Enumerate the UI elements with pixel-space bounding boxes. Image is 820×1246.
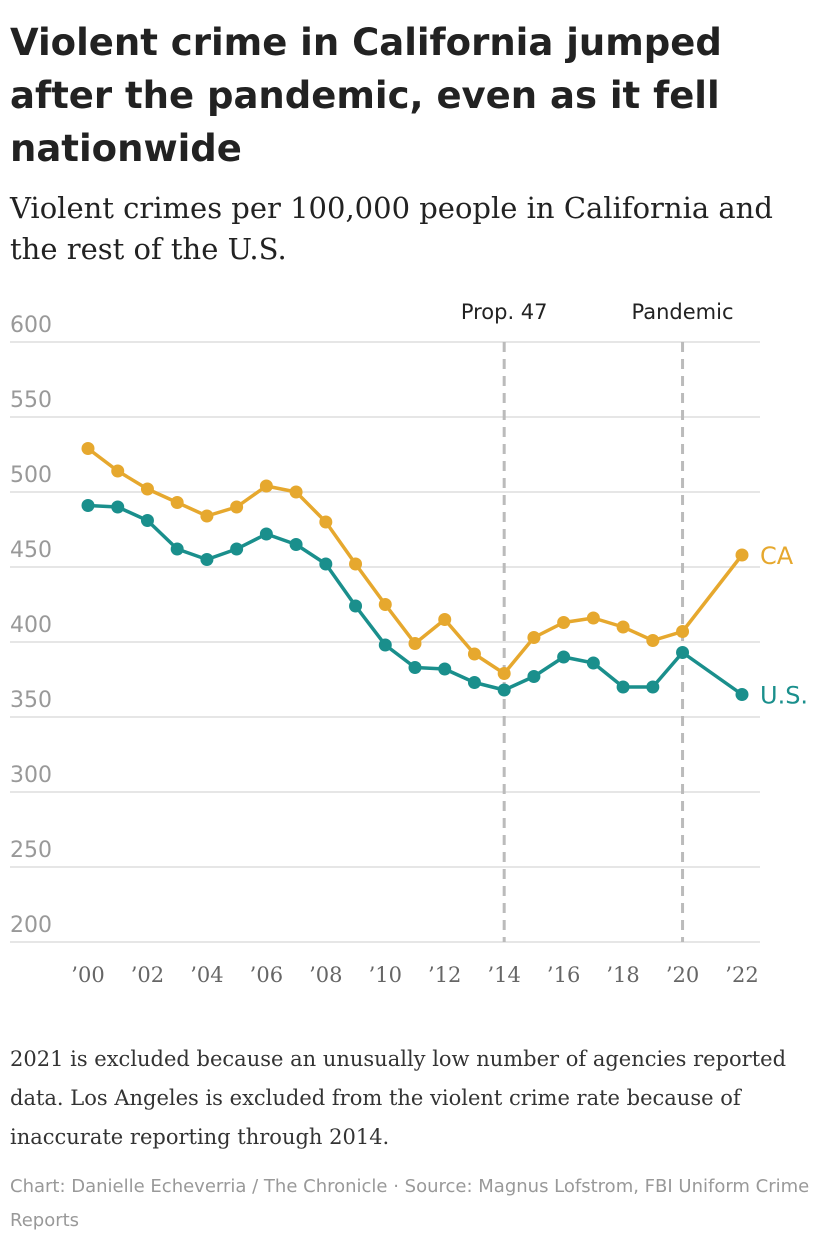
series-line-us bbox=[87, 503, 744, 696]
data-point-ca bbox=[81, 442, 95, 455]
data-point-us bbox=[170, 542, 184, 556]
data-point-ca bbox=[586, 611, 600, 625]
data-point-ca bbox=[319, 515, 333, 529]
y-tick-label: 500 bbox=[10, 463, 52, 488]
x-tick-label: ’20 bbox=[666, 963, 699, 987]
y-tick-label: 450 bbox=[10, 538, 52, 563]
x-tick-label: ’00 bbox=[71, 963, 104, 987]
series-layer bbox=[81, 442, 749, 701]
data-point-us bbox=[319, 557, 333, 571]
annotation-label: Pandemic bbox=[632, 300, 734, 324]
chart-note: 2021 is excluded because an unusually lo… bbox=[10, 1047, 787, 1149]
x-tick-label: ’10 bbox=[369, 963, 402, 987]
data-point-ca bbox=[230, 500, 244, 514]
data-point-us bbox=[408, 661, 422, 674]
y-tick-label: 400 bbox=[10, 613, 52, 638]
chart-title: Violent crime in California jumped after… bbox=[10, 21, 722, 170]
data-point-us bbox=[735, 688, 749, 701]
data-point-ca bbox=[616, 620, 630, 634]
data-point-ca bbox=[408, 637, 422, 650]
y-tick-label: 250 bbox=[10, 838, 52, 863]
data-point-ca bbox=[467, 647, 481, 661]
data-point-us bbox=[289, 538, 303, 551]
chart-subtitle: Violent crimes per 100,000 people in Cal… bbox=[10, 191, 773, 266]
data-point-ca bbox=[140, 482, 154, 496]
y-tick-label: 550 bbox=[10, 388, 52, 413]
data-point-us bbox=[140, 514, 154, 527]
y-tick-label: 300 bbox=[10, 763, 52, 788]
x-tick-label: ’04 bbox=[190, 963, 223, 987]
data-point-us bbox=[349, 599, 363, 613]
x-tick-label: ’12 bbox=[428, 963, 461, 987]
data-point-us bbox=[200, 553, 214, 566]
label-layer: 200 250 300 350 400 450 500 550 600 ’00 ’02 ’04 ’06 ’… bbox=[10, 300, 808, 987]
data-point-ca bbox=[735, 548, 749, 562]
y-tick-label: 600 bbox=[10, 313, 52, 338]
data-point-ca bbox=[170, 496, 184, 509]
x-tick-label: ’14 bbox=[487, 963, 520, 987]
data-point-ca bbox=[378, 598, 392, 611]
data-point-us bbox=[676, 646, 690, 659]
data-point-us bbox=[378, 638, 392, 652]
data-point-us bbox=[438, 662, 452, 676]
x-tick-label: ’18 bbox=[606, 963, 639, 987]
data-point-ca bbox=[200, 509, 214, 523]
x-tick-label: ’16 bbox=[547, 963, 580, 987]
data-point-us bbox=[81, 499, 95, 512]
data-point-ca bbox=[349, 557, 363, 571]
data-point-ca bbox=[676, 625, 690, 638]
x-tick-label: ’06 bbox=[250, 963, 283, 987]
data-point-ca bbox=[438, 613, 452, 626]
chart-credit: Chart: Danielle Echeverria / The Chronic… bbox=[10, 1176, 810, 1231]
data-point-ca bbox=[497, 667, 511, 680]
data-point-us bbox=[557, 650, 571, 664]
line-chart: 200 250 300 350 400 450 500 550 600 ’00 ’02 ’04 ’06 ’… bbox=[10, 300, 808, 987]
series-end-label-ca: CA bbox=[760, 542, 794, 570]
data-point-ca bbox=[111, 464, 125, 478]
data-point-us bbox=[259, 527, 273, 541]
data-point-ca bbox=[557, 616, 571, 629]
series-line-ca bbox=[86, 447, 744, 676]
data-point-us bbox=[527, 670, 541, 683]
data-point-us bbox=[616, 680, 630, 694]
data-point-us bbox=[586, 656, 600, 670]
x-tick-label: ’08 bbox=[309, 963, 342, 987]
x-tick-label: ’02 bbox=[131, 963, 164, 987]
data-point-ca bbox=[289, 485, 303, 499]
data-point-us bbox=[467, 676, 481, 689]
series-end-label-us: U.S. bbox=[760, 682, 808, 710]
y-tick-label: 350 bbox=[10, 688, 52, 713]
data-point-ca bbox=[527, 631, 541, 644]
y-tick-label: 200 bbox=[10, 913, 52, 938]
data-point-ca bbox=[259, 479, 273, 493]
x-tick-label: ’22 bbox=[725, 963, 758, 987]
data-point-us bbox=[497, 683, 511, 697]
data-point-us bbox=[230, 542, 244, 556]
annotation-layer bbox=[502, 342, 685, 942]
annotation-label: Prop. 47 bbox=[461, 300, 548, 324]
data-point-ca bbox=[646, 634, 660, 647]
data-point-us bbox=[646, 680, 660, 694]
data-point-us bbox=[111, 500, 125, 514]
